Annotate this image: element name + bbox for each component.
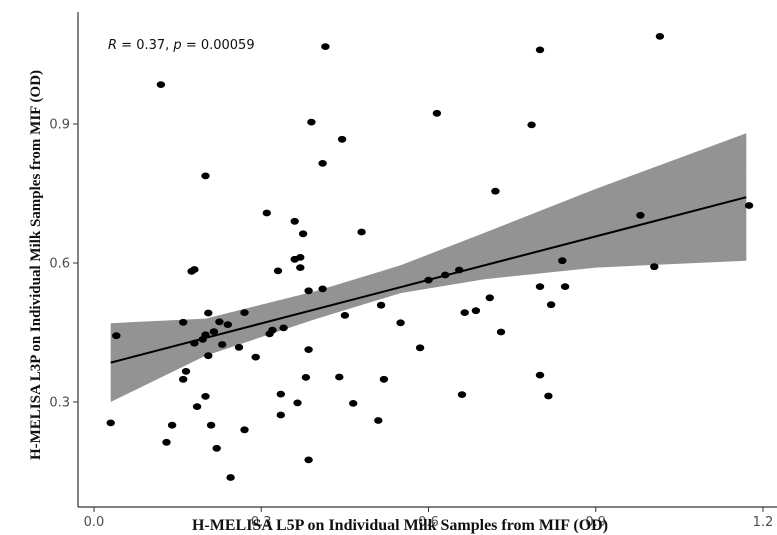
data-point <box>290 217 299 225</box>
data-point <box>535 371 545 379</box>
data-point <box>544 392 553 400</box>
y-tick-label: 0.6 <box>49 257 70 272</box>
data-point <box>441 271 450 279</box>
data-point <box>167 421 177 429</box>
data-point <box>396 319 405 327</box>
data-point <box>181 368 191 375</box>
y-axis-title: H-MELISA L3P on Individual Milk Samples … <box>28 70 44 460</box>
y-tick-label: 0.9 <box>49 118 70 133</box>
data-point <box>415 344 425 352</box>
data-point <box>650 263 659 271</box>
p-symbol: p <box>172 38 181 53</box>
data-point <box>491 187 500 195</box>
data-point <box>460 309 469 316</box>
y-axis-ticks: 0.3 0.6 0.9 <box>49 118 78 411</box>
data-point <box>251 353 260 361</box>
correlation-annotation: R = 0.37, p = 0.00059 <box>108 38 255 53</box>
r-value: = 0.37, <box>117 38 173 53</box>
data-point <box>201 331 210 339</box>
data-point <box>636 211 645 219</box>
data-point <box>201 172 210 180</box>
data-point <box>240 309 249 316</box>
data-point <box>279 324 288 332</box>
data-point <box>226 474 235 481</box>
r-symbol: R <box>108 38 117 53</box>
data-point <box>106 419 115 427</box>
data-point <box>112 332 121 340</box>
data-point <box>223 321 232 328</box>
data-point <box>156 81 166 88</box>
data-point <box>349 400 358 407</box>
data-point <box>374 417 383 424</box>
data-point <box>273 267 283 275</box>
data-point <box>357 228 366 236</box>
data-point <box>376 301 386 309</box>
data-point <box>204 309 213 317</box>
data-point <box>240 426 249 434</box>
data-point <box>304 456 313 464</box>
x-tick-label: 0.3 <box>251 515 272 530</box>
data-point <box>485 294 494 302</box>
data-point <box>307 118 316 126</box>
data-point <box>296 254 305 261</box>
confidence-band <box>110 133 747 403</box>
data-point <box>337 135 347 143</box>
y-tick-label: 0.3 <box>49 396 70 411</box>
x-axis-title: H-MELISA L5P on Individual Milk Samples … <box>192 517 608 534</box>
data-point <box>457 391 467 398</box>
data-point <box>201 393 210 400</box>
x-tick-label: 0.0 <box>84 515 105 530</box>
data-point <box>293 399 302 407</box>
x-tick-label: 0.6 <box>418 515 439 530</box>
data-point <box>655 33 665 40</box>
data-point <box>190 266 199 273</box>
data-point <box>318 160 327 167</box>
data-point <box>206 421 216 429</box>
x-axis-ticks: 0.0 0.3 0.6 0.9 1.2 <box>84 507 774 530</box>
data-point <box>204 352 213 360</box>
data-point <box>190 339 199 347</box>
data-point <box>535 46 545 54</box>
data-point <box>179 375 188 383</box>
data-point <box>560 283 570 290</box>
data-point <box>276 411 285 419</box>
data-point <box>496 328 506 336</box>
data-point <box>424 276 433 284</box>
data-point <box>298 230 308 238</box>
data-point <box>432 109 442 117</box>
data-point <box>234 343 244 351</box>
data-point <box>535 283 545 290</box>
data-point <box>268 326 277 334</box>
data-point <box>335 373 344 381</box>
data-point <box>304 287 313 295</box>
data-point <box>209 328 219 335</box>
data-point <box>546 301 556 309</box>
x-tick-label: 0.9 <box>585 515 606 530</box>
x-tick-label: 1.2 <box>753 515 774 530</box>
data-point <box>558 257 567 265</box>
data-point <box>527 121 536 129</box>
confidence-band-layer <box>110 133 747 403</box>
data-point <box>471 307 481 315</box>
data-point <box>296 264 305 271</box>
data-point <box>744 202 754 209</box>
data-point <box>340 312 350 319</box>
p-value: = 0.00059 <box>182 38 255 53</box>
data-point <box>212 444 221 452</box>
data-point <box>318 285 327 293</box>
data-points-layer <box>106 33 754 481</box>
data-point <box>304 346 313 353</box>
data-point <box>162 438 171 446</box>
data-point <box>301 374 311 381</box>
data-point <box>192 403 202 410</box>
data-point <box>321 43 330 50</box>
data-point <box>276 390 285 398</box>
data-point <box>379 375 389 383</box>
data-point <box>455 266 464 274</box>
data-point <box>215 318 224 326</box>
data-point <box>262 209 271 217</box>
data-point <box>179 318 188 326</box>
data-point <box>218 341 227 348</box>
